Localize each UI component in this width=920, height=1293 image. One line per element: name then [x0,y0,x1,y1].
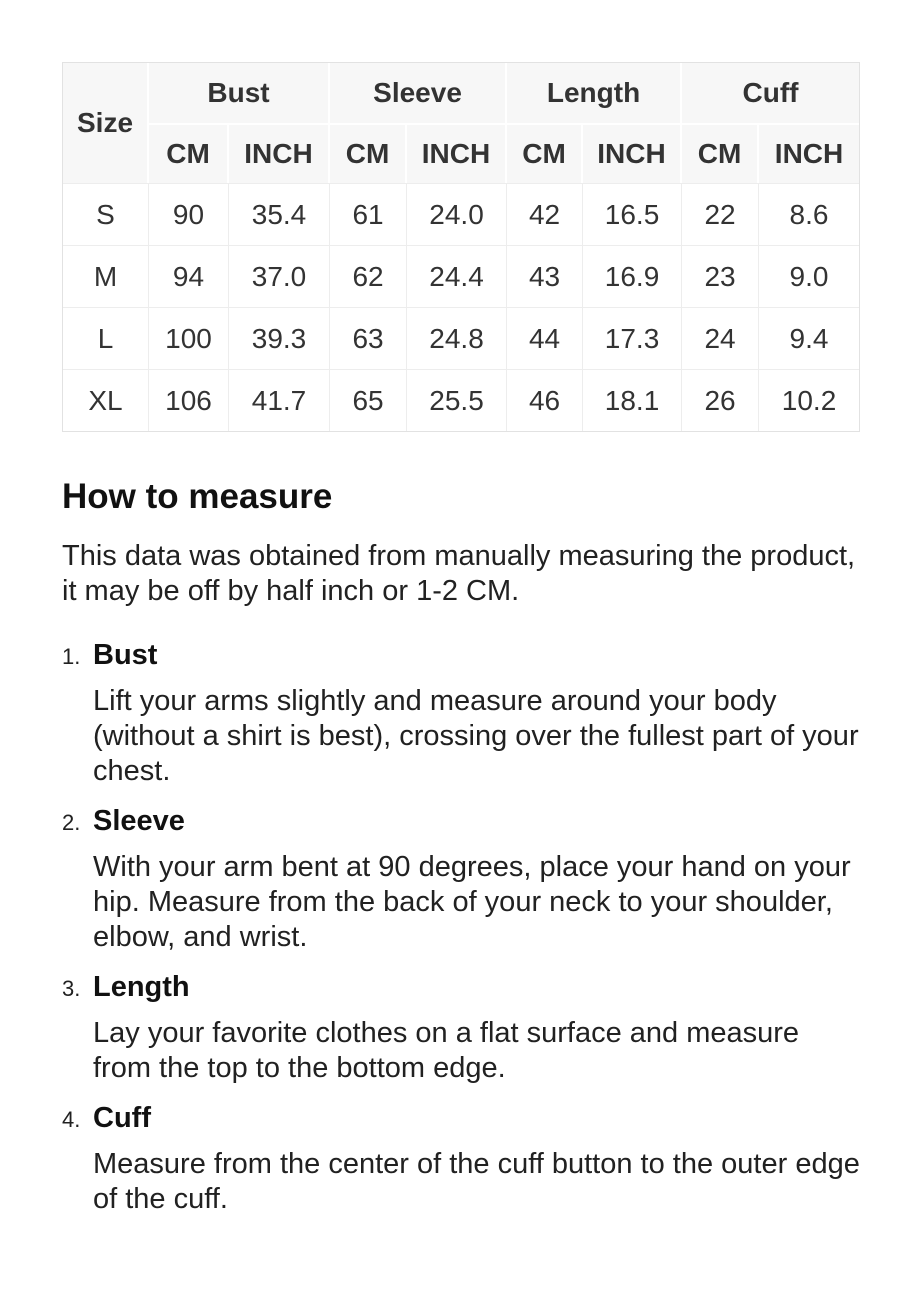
step-title: Sleeve [93,804,185,837]
unit-header-sleeve-cm: CM [330,123,408,183]
unit-header-bust-cm: CM [149,123,229,183]
step-description: Lay your favorite clothes on a flat surf… [93,1016,800,1084]
value-cell: 46 [507,369,584,431]
size-column-header: Size [63,63,149,183]
measure-step-sleeve: 2. Sleeve With your arm bent at 90 degre… [62,805,864,955]
value-cell: 90 [149,183,229,245]
value-cell: 22 [682,183,760,245]
size-cell: S [63,183,149,245]
table-row-s: S 90 35.4 61 24.0 42 16.5 22 8.6 [63,183,860,245]
value-cell: 35.4 [229,183,331,245]
value-cell: 18.1 [583,369,683,431]
step-heading: 2. Sleeve [62,805,864,838]
value-cell: 17.3 [583,307,683,369]
value-cell: 25.5 [407,369,508,431]
step-title: Length [93,970,190,1003]
value-cell: 26 [682,369,760,431]
value-cell: 24 [682,307,760,369]
value-cell: 24.0 [407,183,508,245]
value-cell: 8.6 [759,183,860,245]
step-description: Lift your arms slightly and measure arou… [93,684,859,787]
value-cell: 94 [149,245,229,307]
group-header-row: Size Bust Sleeve Length Cuff [63,63,860,183]
step-number: 3. [62,975,81,1001]
table-row-xl: XL 106 41.7 65 25.5 46 18.1 26 10.2 [63,369,860,431]
value-cell: 106 [149,369,229,431]
size-cell: L [63,307,149,369]
size-chart-table: Size Bust Sleeve Length Cuff CM INCH CM … [62,62,861,432]
value-cell: 61 [330,183,408,245]
unit-header-row: CM INCH CM INCH CM INCH CM INCH [63,123,860,183]
unit-header-bust-inch: INCH [229,123,331,183]
value-cell: 65 [330,369,408,431]
step-description: With your arm bent at 90 degrees, place … [93,850,851,953]
value-cell: 9.4 [759,307,860,369]
value-cell: 24.8 [407,307,508,369]
step-title: Cuff [93,1101,151,1134]
unit-header-sleeve-inch: INCH [407,123,508,183]
measure-step-length: 3. Length Lay your favorite clothes on a… [62,971,864,1086]
unit-header-cuff-inch: INCH [759,123,860,183]
value-cell: 100 [149,307,229,369]
group-header-length: Length [507,63,683,123]
unit-header-length-inch: INCH [583,123,683,183]
step-number: 2. [62,809,81,835]
table-row-l: L 100 39.3 63 24.8 44 17.3 24 9.4 [63,307,860,369]
measure-step-bust: 1. Bust Lift your arms slightly and meas… [62,639,864,789]
step-heading: 1. Bust [62,639,864,672]
measure-steps-list: 1. Bust Lift your arms slightly and meas… [62,639,864,1217]
value-cell: 63 [330,307,408,369]
size-cell: M [63,245,149,307]
step-number: 4. [62,1106,81,1132]
step-title: Bust [93,638,158,671]
unit-header-length-cm: CM [507,123,584,183]
size-cell: XL [63,369,149,431]
value-cell: 23 [682,245,760,307]
step-number: 1. [62,643,81,669]
group-header-sleeve: Sleeve [330,63,508,123]
how-to-measure-heading: How to measure [62,477,333,516]
value-cell: 42 [507,183,584,245]
group-header-bust: Bust [149,63,331,123]
value-cell: 39.3 [229,307,331,369]
step-description: Measure from the center of the cuff butt… [93,1147,860,1215]
unit-header-cuff-cm: CM [682,123,760,183]
value-cell: 43 [507,245,584,307]
value-cell: 62 [330,245,408,307]
group-header-cuff: Cuff [682,63,860,123]
value-cell: 9.0 [759,245,860,307]
measure-intro-text: This data was obtained from manually mea… [62,539,856,607]
value-cell: 37.0 [229,245,331,307]
value-cell: 24.4 [407,245,508,307]
value-cell: 41.7 [229,369,331,431]
value-cell: 16.5 [583,183,683,245]
value-cell: 10.2 [759,369,860,431]
table-row-m: M 94 37.0 62 24.4 43 16.9 23 9.0 [63,245,860,307]
step-heading: 3. Length [62,971,864,1004]
step-heading: 4. Cuff [62,1102,864,1135]
value-cell: 44 [507,307,584,369]
value-cell: 16.9 [583,245,683,307]
measure-step-cuff: 4. Cuff Measure from the center of the c… [62,1102,864,1217]
